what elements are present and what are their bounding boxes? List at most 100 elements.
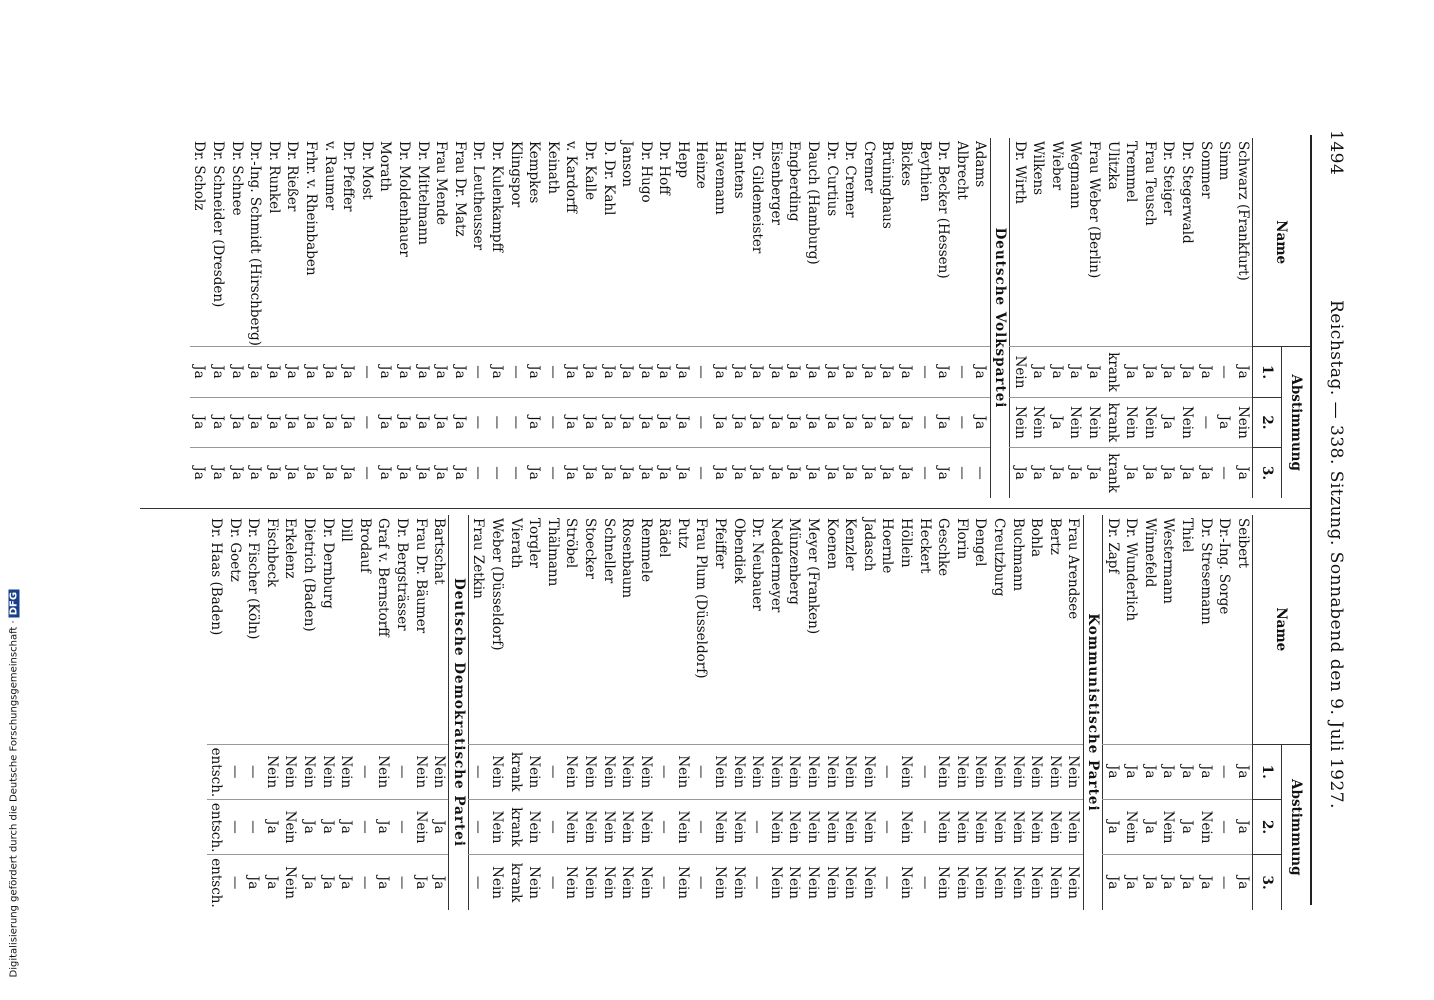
vote: Ja — [208, 346, 228, 398]
member-name: Schneller — [600, 518, 617, 584]
vote: Ja — [878, 447, 897, 498]
vote: Nein — [429, 744, 449, 800]
member-name: Dr.-Ing. Sorge — [1216, 518, 1233, 615]
vote: Ja — [374, 854, 393, 910]
member-row: Meyer (Franken) Nein Nein Nein — [803, 515, 823, 910]
vote: Nein — [785, 744, 804, 800]
member-row: Dr. Gildemeister Ja Ja Ja — [747, 138, 767, 498]
vote: Ja — [1233, 447, 1253, 498]
vote: Nein — [785, 854, 804, 910]
vote: Nein — [1009, 346, 1029, 398]
vote: Nein — [1045, 799, 1065, 855]
vote: — — [655, 854, 674, 910]
member-row: v. Raumer Ja Ja Ja — [320, 138, 339, 498]
vote: — — [506, 346, 525, 398]
vote: Nein — [599, 744, 618, 800]
vote: Ja — [431, 397, 451, 448]
vote: Ja — [599, 397, 618, 448]
member-row: Stoecker Nein Nein Nein — [580, 515, 600, 910]
vote: Nein — [673, 744, 693, 800]
vote: Ja — [524, 447, 544, 498]
member-row: Florin Nein Nein Nein — [952, 515, 972, 910]
vote: Ja — [429, 799, 449, 855]
vote: Ja — [413, 397, 432, 448]
vote: Nein — [971, 854, 990, 910]
vote: Nein — [411, 744, 430, 800]
member-name: Dr. Schneider (Dresden) — [210, 141, 227, 308]
member-name: Winnefeld — [1141, 518, 1158, 588]
name-header: Name — [1252, 515, 1310, 745]
vote: — — [468, 799, 488, 855]
vote: Nein — [599, 799, 618, 855]
vote: Nein — [636, 799, 655, 855]
member-name: Havemann — [712, 141, 729, 215]
vote: Ja — [599, 447, 618, 498]
vote: — — [468, 854, 488, 910]
vote: Ja — [1084, 346, 1104, 398]
member-row: Dr. Hugo Ja Ja Ja — [636, 138, 655, 498]
vote-table: Name Abstimmung 1. 2. 3. Seibert Ja Ja Ja Dr.-Ing… — [206, 515, 1310, 910]
member-row: Dill Nein Ja Ja — [336, 515, 356, 910]
vote: Ja — [673, 397, 693, 448]
header-rule — [1310, 135, 1312, 905]
member-name: Graf v. Bernstorff — [375, 518, 392, 637]
vote: Nein — [580, 744, 600, 800]
member-name: Frau Zetkin — [470, 518, 487, 599]
vote: — — [357, 346, 377, 398]
vote: Nein — [766, 744, 786, 800]
member-row: Dr. Cremer Ja Ja Ja — [840, 138, 860, 498]
vote: Nein — [1026, 854, 1046, 910]
vote: Ja — [599, 346, 618, 398]
member-name: Frau Mende — [433, 141, 450, 225]
member-name: Vierath — [507, 518, 524, 569]
vote: Nein — [1064, 799, 1084, 855]
vote: — — [543, 744, 563, 800]
vote: Ja — [431, 447, 451, 498]
member-name: Simm — [1216, 141, 1233, 181]
vote: Ja — [747, 346, 767, 398]
vote: Ja — [580, 346, 600, 398]
member-row: Dr. Dernburg Nein Ja Ja — [318, 515, 337, 910]
member-row: Münzenberg Nein Nein Nein — [785, 515, 804, 910]
member-row: Brodauf — — — — [355, 515, 375, 910]
member-name: Dr. Zapf — [1104, 518, 1121, 574]
vote: Ja — [431, 346, 451, 398]
member-name: Thiel — [1178, 518, 1195, 553]
vote: Nein — [487, 744, 507, 800]
member-name: Dr. Rießer — [284, 141, 301, 212]
member-row: Morath Ja Ja Ja — [376, 138, 395, 498]
vote: — — [357, 397, 377, 448]
member-name: Dr. Neubauer — [749, 518, 766, 611]
member-row: Dietrich (Baden) Nein Ja Ja — [299, 515, 319, 910]
header-row: Name Abstimmung — [1252, 138, 1310, 498]
vote: — — [971, 447, 991, 498]
member-name: Kempkes — [526, 141, 543, 204]
page-number: 1494 — [1326, 130, 1346, 176]
footer-text: Digitalisierung gefördert durch die Deut… — [8, 620, 20, 978]
vote: — — [1214, 346, 1234, 398]
vote: — — [468, 744, 488, 800]
vote: Ja — [227, 397, 246, 448]
vote: Nein — [952, 744, 972, 800]
vote: — — [1214, 447, 1234, 498]
vote: Ja — [636, 447, 655, 498]
member-row: Dr. Moldenhauer Ja Ja Ja — [394, 138, 414, 498]
vote: Ja — [803, 397, 823, 448]
member-name: Torgler — [526, 518, 543, 568]
vote: — — [487, 397, 507, 448]
vote: Nein — [840, 744, 860, 800]
member-name: Dr. Goetz — [226, 518, 243, 582]
vote: Ja — [840, 397, 860, 448]
member-row: Dr. Wunderlich Ja Nein Ja — [1121, 515, 1141, 910]
member-name: Wegmann — [1067, 141, 1084, 209]
member-row: v. Kardorff Ja Ja Ja — [562, 138, 581, 498]
member-row: Geschke Nein Nein Nein — [933, 515, 953, 910]
member-row: Jadasch Nein Nein Nein — [859, 515, 879, 910]
vote: Ja — [190, 397, 209, 448]
vote: Ja — [710, 346, 730, 398]
vote: — — [225, 799, 244, 855]
vote: — — [469, 397, 488, 448]
vote: Nein — [859, 854, 879, 910]
member-name: Dr. Hoff — [656, 141, 673, 195]
